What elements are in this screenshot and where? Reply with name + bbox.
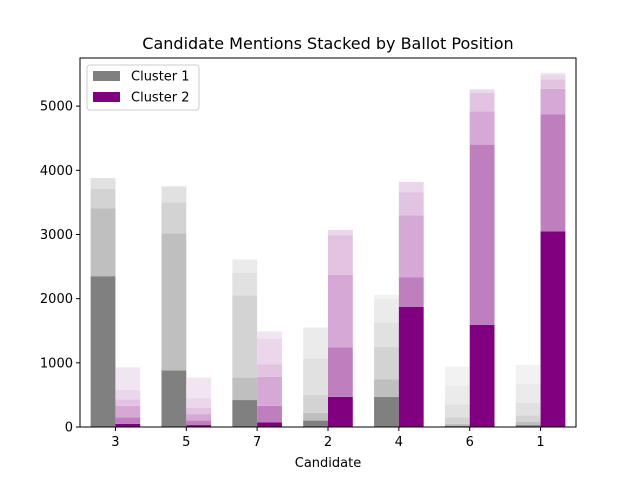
bar-segment-cluster1-cat-2-pos-4 (303, 358, 328, 395)
bar-segment-cluster2-cat-7-pos-3 (257, 376, 282, 406)
bar-segment-cluster1-cat-6-pos-3 (444, 417, 470, 424)
bar-segment-cluster2-cat-2-pos-4 (328, 235, 353, 275)
bar-segment-cluster1-cat-4-pos-2 (374, 379, 399, 397)
bar-segment-cluster2-cat-2-pos-3 (328, 274, 353, 348)
y-tick-label: 2000 (40, 292, 73, 307)
chart-title: Candidate Mentions Stacked by Ballot Pos… (142, 34, 513, 53)
bar-segment-cluster2-cat-3-pos-3 (115, 405, 141, 418)
bar-segment-cluster2-cat-3-pos-6 (115, 367, 141, 390)
bar-segment-cluster1-cat-7-pos-1 (232, 400, 258, 427)
bar-segment-cluster1-cat-1-pos-2 (515, 421, 541, 426)
y-tick-label: 3000 (40, 228, 73, 243)
bar-segment-cluster2-cat-7-pos-6 (257, 331, 282, 339)
bar-segment-cluster1-cat-2-pos-5 (303, 327, 328, 359)
legend-label-1: Cluster 1 (131, 70, 190, 85)
x-tick-label-5: 5 (182, 435, 190, 450)
bar-segment-cluster1-cat-2-pos-3 (303, 394, 328, 413)
bar-segment-cluster2-cat-7-pos-5 (257, 338, 282, 365)
bar-segment-cluster1-cat-3-pos-1 (90, 276, 116, 427)
bar-segment-cluster1-cat-1-pos-4 (515, 402, 541, 416)
bar-segment-cluster2-cat-6-pos-3 (469, 111, 495, 145)
bar-segment-cluster2-cat-4-pos-2 (398, 277, 424, 307)
bar-segment-cluster1-cat-6-pos-5 (444, 385, 470, 405)
bar-segment-cluster1-cat-3-pos-4 (90, 178, 116, 189)
bar-segment-cluster1-cat-6-pos-6 (444, 366, 470, 386)
bar-segment-cluster2-cat-2-pos-5 (328, 229, 353, 236)
bar-segment-cluster2-cat-2-pos-1 (328, 396, 353, 427)
bar-segment-cluster1-cat-1-pos-5 (515, 383, 541, 403)
bar-segment-cluster1-cat-4-pos-3 (374, 346, 399, 380)
bar-segment-cluster2-cat-5-pos-1 (186, 425, 212, 427)
bar-segment-cluster1-cat-5-pos-2 (161, 233, 187, 371)
bar-segment-cluster1-cat-4-pos-1 (374, 396, 399, 427)
bar-segment-cluster1-cat-1-pos-3 (515, 415, 541, 422)
legend-swatch-2 (93, 92, 120, 102)
bar-segment-cluster1-cat-7-pos-5 (232, 259, 258, 273)
axes-layer: 0 1000 2000 3000 4000 5000 3 5 7 2 4 6 1 (40, 57, 577, 450)
bar-segment-cluster1-cat-3-pos-2 (90, 208, 116, 277)
bar-segment-cluster2-cat-3-pos-2 (115, 417, 141, 424)
bar-segment-cluster2-cat-6-pos-5 (469, 89, 495, 93)
bar-segment-cluster2-cat-4-pos-3 (398, 215, 424, 278)
bar-segment-cluster1-cat-5-pos-1 (161, 370, 187, 427)
bar-segment-cluster2-cat-5-pos-5 (186, 398, 212, 408)
legend: Cluster 1 Cluster 2 (86, 64, 200, 111)
bar-segment-cluster2-cat-3-pos-5 (115, 389, 141, 400)
bar-segment-cluster1-cat-7-pos-3 (232, 295, 258, 378)
bar-segment-cluster2-cat-7-pos-4 (257, 364, 282, 377)
x-tick-label-4: 4 (395, 435, 403, 450)
bar-segment-cluster1-cat-7-pos-2 (232, 377, 258, 401)
x-tick-label-7: 7 (253, 435, 261, 450)
x-tick-label-2: 2 (324, 435, 332, 450)
bar-segment-cluster2-cat-2-pos-2 (328, 347, 353, 397)
bar-segment-cluster2-cat-6-pos-1 (469, 324, 495, 427)
bar-segment-cluster1-cat-2-pos-1 (303, 420, 328, 427)
bar-segment-cluster1-cat-1-pos-1 (515, 425, 541, 427)
bar-segment-cluster1-cat-4-pos-4 (374, 322, 399, 347)
bar-segment-cluster2-cat-7-pos-2 (257, 405, 282, 423)
bars-layer (90, 72, 566, 427)
bar-segment-cluster2-cat-5-pos-3 (186, 414, 212, 421)
y-tick-label: 5000 (40, 100, 73, 115)
bar-segment-cluster2-cat-3-pos-4 (115, 399, 141, 406)
x-axis-label: Candidate (295, 456, 361, 471)
bar-segment-cluster1-cat-3-pos-3 (90, 188, 116, 209)
bar-segment-cluster1-cat-7-pos-4 (232, 272, 258, 296)
bar-segment-cluster1-cat-1-pos-6 (515, 364, 541, 384)
bar-segment-cluster2-cat-5-pos-6 (186, 377, 212, 399)
bar-segment-cluster1-cat-6-pos-1 (444, 425, 470, 427)
bar-segment-cluster2-cat-1-pos-3 (540, 88, 566, 115)
bar-segment-cluster2-cat-4-pos-1 (398, 306, 424, 427)
bar-segment-cluster1-cat-4-pos-5 (374, 298, 399, 323)
x-tick-label-1: 1 (536, 435, 544, 450)
bar-segment-cluster1-cat-4-pos-6 (374, 294, 399, 299)
bar-segment-cluster1-cat-6-pos-4 (444, 404, 470, 418)
bar-segment-cluster2-cat-6-pos-2 (469, 144, 495, 325)
y-tick-label: 4000 (40, 164, 73, 179)
y-tick-label: 0 (65, 421, 73, 436)
bar-segment-cluster2-cat-1-pos-2 (540, 114, 566, 232)
bar-segment-cluster2-cat-7-pos-1 (257, 422, 282, 427)
y-tick-label: 1000 (40, 356, 73, 371)
x-tick-label-6: 6 (466, 435, 474, 450)
bar-segment-cluster2-cat-1-pos-1 (540, 231, 566, 427)
bar-segment-cluster2-cat-4-pos-4 (398, 192, 424, 216)
bar-segment-cluster2-cat-5-pos-4 (186, 407, 212, 415)
bar-segment-cluster2-cat-3-pos-1 (115, 423, 141, 427)
bar-segment-cluster2-cat-1-pos-5 (540, 74, 566, 80)
bar-segment-cluster2-cat-5-pos-2 (186, 420, 212, 426)
bar-segment-cluster1-cat-5-pos-4 (161, 186, 187, 203)
legend-label-2: Cluster 2 (131, 91, 190, 106)
bar-segment-cluster2-cat-1-pos-4 (540, 79, 566, 89)
bar-segment-cluster2-cat-6-pos-4 (469, 92, 495, 112)
bar-segment-cluster1-cat-5-pos-3 (161, 202, 187, 234)
bar-segment-cluster2-cat-1-pos-6 (540, 72, 566, 75)
bar-segment-cluster2-cat-4-pos-5 (398, 181, 424, 193)
legend-swatch-1 (93, 71, 120, 81)
bar-segment-cluster1-cat-2-pos-2 (303, 412, 328, 421)
bar-segment-cluster1-cat-6-pos-2 (444, 423, 470, 426)
x-tick-label-3: 3 (111, 435, 119, 450)
